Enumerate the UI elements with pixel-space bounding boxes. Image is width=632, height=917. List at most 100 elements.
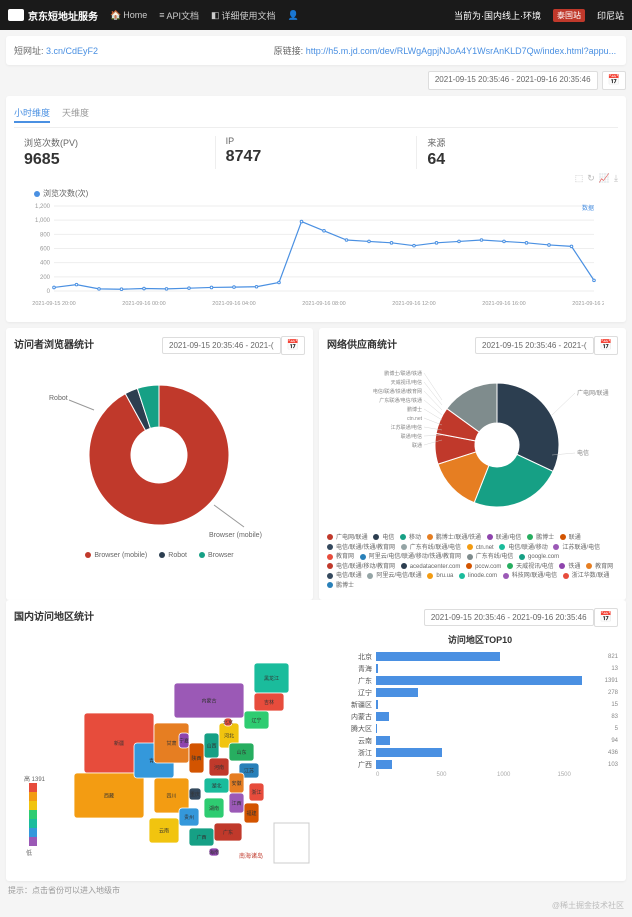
svg-text:Browser (mobile): Browser (mobile) — [209, 532, 262, 539]
region-dr[interactable]: 2021-09-15 20:35:46 - 2021-09-16 20:35:4… — [424, 609, 594, 626]
isp-legend: 广电网/联通 电信 移动 鹏博士/联通/铁通 联通/电信 鹏博士 联通 电信/联… — [327, 534, 618, 592]
svg-text:江西: 江西 — [231, 800, 241, 807]
brand: 京东短地址服务 — [8, 8, 98, 23]
svg-text:鹏博士/联通/铁通: 鹏博士/联通/铁通 — [384, 370, 422, 377]
chart-toolbar: ⬚ ↻ 📈 ⤓ — [14, 173, 618, 184]
top10-row: 广西103 — [342, 760, 618, 770]
svg-text:2021-09-16 08:00: 2021-09-16 08:00 — [302, 301, 345, 307]
svg-text:广东联通/电信/铁通: 广东联通/电信/铁通 — [379, 397, 422, 404]
doc-icon: ≡ — [159, 10, 164, 20]
url-panel: 短网址: 3.cn/CdEyF2 原链接: http://h5.m.jd.com… — [6, 36, 626, 65]
top10-row: 云南94 — [342, 736, 618, 746]
tool-reset-icon[interactable]: ↻ — [587, 173, 595, 184]
isp-donut: 鹏博士/联通/铁通天威视讯/电信电信/联通/铁通/教育网广东联通/电信/铁通鹏博… — [327, 355, 617, 525]
tool-save-icon[interactable]: ⤓ — [614, 173, 618, 184]
isp-dr[interactable]: 2021-09-15 20:35:46 - 2021-( — [475, 337, 594, 354]
user-icon: 👤 — [288, 10, 299, 21]
svg-text:电信/联通/铁通/教育网: 电信/联通/铁通/教育网 — [373, 388, 422, 395]
svg-text:鹏博士: 鹏博士 — [407, 406, 422, 413]
svg-text:宁夏: 宁夏 — [179, 737, 189, 744]
top10-title: 访问地区TOP10 — [342, 633, 618, 646]
svg-text:山西: 山西 — [206, 742, 216, 749]
env-prefix: 当前为·国内线上·环境 — [454, 9, 541, 22]
isp-cal-button[interactable]: 📅 — [594, 336, 618, 355]
svg-text:湖南: 湖南 — [209, 805, 219, 812]
pie-row: 访问者浏览器统计 2021-09-15 20:35:46 - 2021-(📅 R… — [6, 328, 626, 600]
svg-text:2021-09-16 12:00: 2021-09-16 12:00 — [392, 301, 435, 307]
svg-text:联通: 联通 — [412, 442, 422, 449]
nav-user[interactable]: 👤 — [288, 10, 299, 21]
home-icon: 🏠 — [110, 10, 121, 21]
tab-hour[interactable]: 小时维度 — [14, 104, 50, 123]
browser-legend: Browser (mobile)RobotBrowser — [14, 552, 305, 559]
top10-box: 访问地区TOP10 北京821青海13广东1391辽宁278新疆区15内蒙古83… — [342, 633, 618, 873]
top10-row: 浙江436 — [342, 748, 618, 758]
line-legend: 浏览次数(次) — [34, 188, 618, 199]
svg-text:重庆: 重庆 — [190, 791, 200, 798]
nav-guide[interactable]: ◧详细使用文档 — [211, 9, 276, 22]
svg-text:0: 0 — [47, 289, 51, 295]
nav-api[interactable]: ≡API文档 — [159, 9, 199, 22]
calendar-button[interactable]: 📅 — [602, 71, 626, 90]
svg-text:海南: 海南 — [209, 849, 219, 856]
region-panel: 国内访问地区统计 2021-09-15 20:35:46 - 2021-09-1… — [6, 600, 626, 881]
top10-axis: 050010001500 — [376, 772, 618, 778]
tool-line-icon[interactable]: 📈 — [599, 173, 610, 184]
top10-row: 青海13 — [342, 664, 618, 674]
svg-text:山东: 山东 — [236, 749, 246, 756]
browser-title: 访问者浏览器统计 — [14, 336, 94, 351]
daterange-row: 2021-09-15 20:35:46 - 2021-09-16 20:35:4… — [6, 71, 626, 90]
svg-text:河南: 河南 — [214, 764, 224, 771]
svg-text:云南: 云南 — [159, 827, 169, 834]
isp-title: 网络供应商统计 — [327, 336, 397, 351]
svg-text:低: 低 — [26, 849, 32, 857]
watermark: @稀土掘金技术社区 — [0, 900, 624, 911]
svg-text:天威视讯/电信: 天威视讯/电信 — [391, 379, 422, 386]
svg-text:联通/电信: 联通/电信 — [401, 433, 422, 440]
browser-dr[interactable]: 2021-09-15 20:35:46 - 2021-( — [162, 337, 281, 354]
svg-text:安徽: 安徽 — [231, 780, 241, 787]
svg-text:浙江: 浙江 — [251, 789, 261, 796]
isp-panel: 网络供应商统计 2021-09-15 20:35:46 - 2021-(📅 鹏博… — [319, 328, 626, 600]
daterange-input[interactable]: 2021-09-15 20:35:46 - 2021-09-16 20:35:4… — [428, 71, 598, 90]
svg-text:2021-09-15 20:00: 2021-09-15 20:00 — [32, 301, 75, 307]
stats-panel: 小时维度 天维度 浏览次数(PV)9685 IP8747 来源64 ⬚ ↻ 📈 … — [6, 96, 626, 322]
svg-text:贵州: 贵州 — [184, 814, 194, 821]
svg-text:广电网/联通: 广电网/联通 — [577, 389, 609, 397]
svg-text:福建: 福建 — [246, 810, 256, 817]
orig-url-link[interactable]: http://h5.m.jd.com/dev/RLWgAgpjNJoA4Y1Ws… — [306, 46, 616, 56]
svg-text:黑龙江: 黑龙江 — [264, 675, 279, 682]
svg-text:2021-09-16 16:00: 2021-09-16 16:00 — [482, 301, 525, 307]
line-chart: 02004006008001,0001,200数据2021-09-15 20:0… — [14, 201, 604, 311]
svg-text:电信: 电信 — [577, 449, 589, 457]
stat-cards: 浏览次数(PV)9685 IP8747 来源64 — [14, 136, 618, 169]
short-url-link[interactable]: 3.cn/CdEyF2 — [46, 46, 98, 56]
china-map[interactable]: 新疆西藏青海甘肃内蒙古黑龙江吉林辽宁河北北京山西陕西宁夏山东河南江苏安徽湖北四川… — [14, 633, 334, 873]
top10-row: 腾大区5 — [342, 724, 618, 734]
top10-bars: 北京821青海13广东1391辽宁278新疆区15内蒙古83腾大区5云南94浙江… — [342, 652, 618, 770]
stat-ip: IP8747 — [216, 136, 418, 169]
svg-text:内蒙古: 内蒙古 — [201, 697, 216, 704]
svg-text:四川: 四川 — [166, 793, 176, 799]
region-cal-button[interactable]: 📅 — [594, 608, 618, 627]
nav-home[interactable]: 🏠Home — [110, 10, 147, 21]
time-tabs: 小时维度 天维度 — [14, 104, 618, 128]
tab-day[interactable]: 天维度 — [62, 104, 89, 123]
svg-text:辽宁: 辽宁 — [251, 717, 261, 724]
browser-cal-button[interactable]: 📅 — [281, 336, 305, 355]
top-nav: 京东短地址服务 🏠Home ≡API文档 ◧详细使用文档 👤 当前为·国内线上·… — [0, 0, 632, 30]
svg-text:2021-09-16 04:00: 2021-09-16 04:00 — [212, 301, 255, 307]
tool-area-icon[interactable]: ⬚ — [575, 173, 584, 184]
browser-panel: 访问者浏览器统计 2021-09-15 20:35:46 - 2021-(📅 R… — [6, 328, 313, 600]
svg-text:江苏联通/电信: 江苏联通/电信 — [391, 424, 422, 431]
env-suffix[interactable]: 印尼站 — [597, 9, 624, 22]
svg-text:400: 400 — [40, 261, 51, 267]
env-tag[interactable]: 泰国站 — [553, 9, 585, 22]
svg-text:新疆: 新疆 — [114, 740, 124, 747]
guide-icon: ◧ — [211, 10, 220, 21]
top10-row: 新疆区15 — [342, 700, 618, 710]
svg-text:1,000: 1,000 — [35, 218, 51, 224]
calendar-icon: 📅 — [608, 75, 620, 86]
stat-src: 来源64 — [417, 136, 618, 169]
top10-row: 辽宁278 — [342, 688, 618, 698]
